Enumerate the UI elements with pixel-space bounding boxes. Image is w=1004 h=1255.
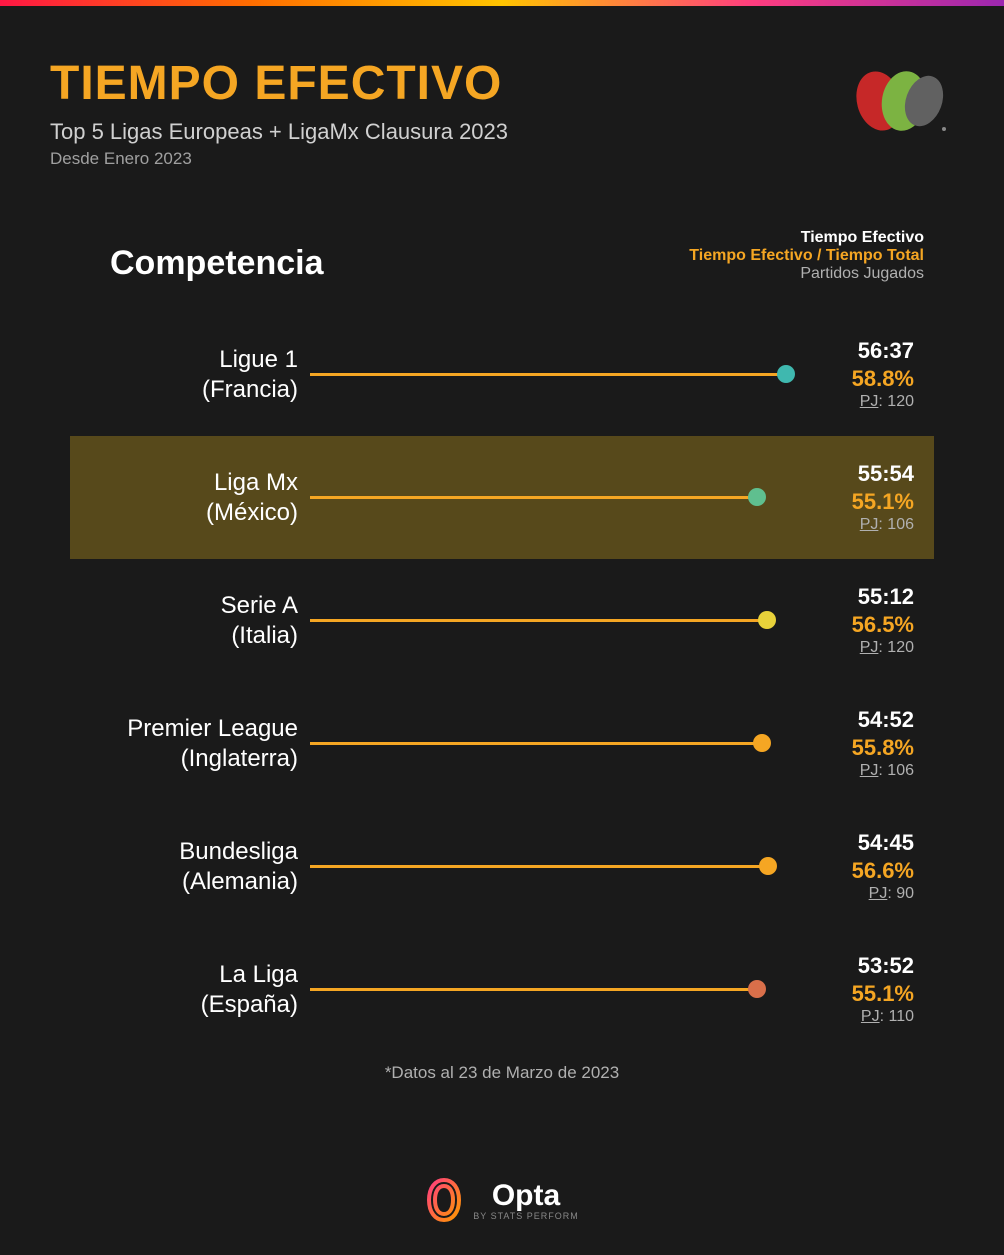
header-text: TIEMPO EFECTIVO Top 5 Ligas Europeas + L… — [50, 56, 844, 169]
section-header: Competencia Tiempo Efectivo Tiempo Efect… — [110, 229, 924, 283]
bar-line — [310, 988, 757, 991]
stat-pj: PJ: 90 — [804, 884, 914, 904]
stat-pj: PJ: 106 — [804, 761, 914, 781]
stats: 54:5255.8%PJ: 106 — [804, 706, 914, 781]
date-range: Desde Enero 2023 — [50, 149, 844, 169]
stat-time: 54:52 — [804, 706, 914, 734]
main-container: TIEMPO EFECTIVO Top 5 Ligas Europeas + L… — [0, 6, 1004, 1103]
stat-pj: PJ: 120 — [804, 392, 914, 412]
stat-time: 53:52 — [804, 952, 914, 980]
ligamx-logo — [844, 56, 954, 146]
bar-dot — [777, 365, 795, 383]
stat-pj: PJ: 106 — [804, 515, 914, 535]
opta-logo-icon — [425, 1178, 463, 1222]
chart-rows: Ligue 1(Francia)56:3758.8%PJ: 120Liga Mx… — [70, 313, 934, 1051]
stats: 53:5255.1%PJ: 110 — [804, 952, 914, 1027]
bar-dot — [759, 857, 777, 875]
chart-row: Liga Mx(México) 55:5455.1%PJ: 106 — [70, 436, 934, 559]
bar-area — [310, 496, 796, 500]
opta-sub-text: BY STATS PERFORM — [473, 1211, 579, 1221]
legend-pj: Partidos Jugados — [689, 265, 924, 283]
bar-area — [310, 988, 796, 992]
stat-pct: 56.5% — [804, 611, 914, 639]
bar-area — [310, 865, 796, 869]
league-label: Serie A(Italia) — [90, 591, 310, 651]
league-label: La Liga(España) — [90, 960, 310, 1020]
chart-row: Bundesliga(Alemania) 54:4556.6%PJ: 90 — [70, 805, 934, 928]
bar-dot — [748, 488, 766, 506]
bar-line — [310, 373, 786, 376]
chart-row: La Liga(España) 53:5255.1%PJ: 110 — [70, 928, 934, 1051]
page-subtitle: Top 5 Ligas Europeas + LigaMx Clausura 2… — [50, 119, 844, 145]
header: TIEMPO EFECTIVO Top 5 Ligas Europeas + L… — [50, 56, 954, 169]
stats: 56:3758.8%PJ: 120 — [804, 337, 914, 412]
page-title: TIEMPO EFECTIVO — [50, 56, 844, 111]
legend-pct: Tiempo Efectivo / Tiempo Total — [689, 247, 924, 265]
chart-row: Serie A(Italia) 55:1256.5%PJ: 120 — [70, 559, 934, 682]
stats: 55:5455.1%PJ: 106 — [804, 460, 914, 535]
section-title: Competencia — [110, 244, 324, 283]
opta-logo: Opta BY STATS PERFORM — [425, 1178, 579, 1222]
stat-pct: 56.6% — [804, 857, 914, 885]
stat-pj: PJ: 120 — [804, 638, 914, 658]
stats: 55:1256.5%PJ: 120 — [804, 583, 914, 658]
stat-time: 54:45 — [804, 829, 914, 857]
stat-pct: 55.8% — [804, 734, 914, 762]
legend: Tiempo Efectivo Tiempo Efectivo / Tiempo… — [689, 229, 924, 283]
stat-pj: PJ: 110 — [804, 1007, 914, 1027]
league-label: Premier League(Inglaterra) — [90, 714, 310, 774]
stat-pct: 55.1% — [804, 488, 914, 516]
bar-area — [310, 742, 796, 746]
bar-area — [310, 619, 796, 623]
bar-line — [310, 742, 762, 745]
league-label: Liga Mx(México) — [90, 468, 310, 528]
legend-time: Tiempo Efectivo — [689, 229, 924, 247]
bar-line — [310, 865, 768, 868]
stat-time: 55:12 — [804, 583, 914, 611]
bar-line — [310, 496, 757, 499]
bar-line — [310, 619, 767, 622]
bar-dot — [758, 611, 776, 629]
bar-area — [310, 373, 796, 377]
chart-row: Ligue 1(Francia) 56:3758.8%PJ: 120 — [70, 313, 934, 436]
stats: 54:4556.6%PJ: 90 — [804, 829, 914, 904]
footnote: *Datos al 23 de Marzo de 2023 — [50, 1063, 954, 1083]
bar-dot — [753, 734, 771, 752]
opta-brand-text: Opta — [473, 1179, 579, 1213]
league-label: Ligue 1(Francia) — [90, 345, 310, 405]
stat-time: 55:54 — [804, 460, 914, 488]
chart-row: Premier League(Inglaterra) 54:5255.8%PJ: … — [70, 682, 934, 805]
stat-pct: 55.1% — [804, 980, 914, 1008]
footer: Opta BY STATS PERFORM — [0, 1178, 1004, 1227]
stat-time: 56:37 — [804, 337, 914, 365]
bar-dot — [748, 980, 766, 998]
stat-pct: 58.8% — [804, 365, 914, 393]
ligamx-logo-icon — [849, 61, 949, 141]
league-label: Bundesliga(Alemania) — [90, 837, 310, 897]
